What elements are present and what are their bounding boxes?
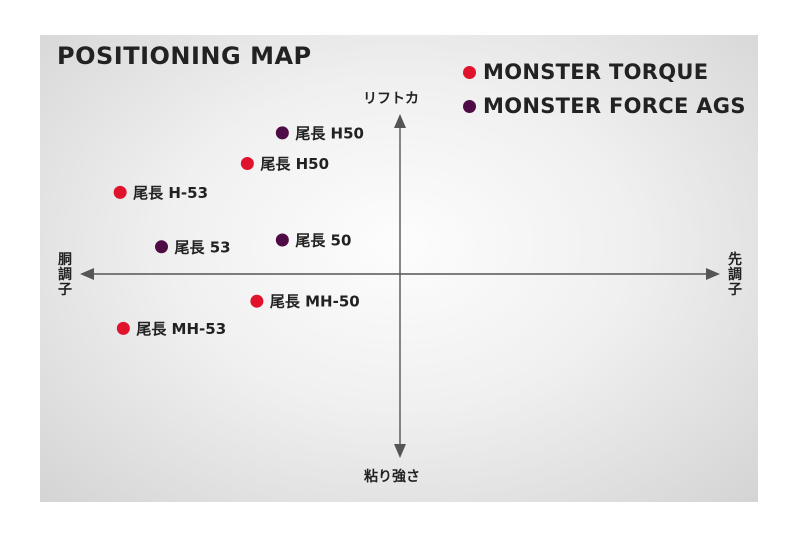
point-s0-p2 xyxy=(250,294,264,308)
point-label-s0-p0: 尾長 H50 xyxy=(260,155,329,173)
y-axis-arrow-top xyxy=(394,114,406,128)
point-label-s1-p2: 尾長 50 xyxy=(295,232,351,250)
legend-marker-torque xyxy=(463,65,476,79)
point-s0-p0 xyxy=(240,157,254,170)
legend-item-torque: MONSTER TORQUE xyxy=(463,55,746,89)
legend-marker-force-ags xyxy=(463,99,476,113)
point-label-s0-p3: 尾長 MH-53 xyxy=(136,320,226,338)
axis-label-right: 先調子 xyxy=(728,252,742,298)
axis-label-bottom: 粘り強さ xyxy=(364,469,420,485)
point-label-s1-p0: 尾長 H50 xyxy=(295,124,364,142)
chart-panel xyxy=(40,35,758,502)
x-axis-arrow-right xyxy=(706,268,720,280)
point-s0-p1 xyxy=(113,185,127,199)
legend-item-force-ags: MONSTER FORCE AGS xyxy=(463,89,746,123)
axis-label-top: リフトカ xyxy=(363,91,419,107)
point-label-s0-p2: 尾長 MH-50 xyxy=(270,293,360,311)
point-s0-p3 xyxy=(116,321,130,335)
x-axis-arrow-left xyxy=(80,268,94,280)
point-s1-p1 xyxy=(155,240,168,254)
point-label-s1-p1: 尾長 53 xyxy=(175,238,231,256)
chart-title: POSITIONING MAP xyxy=(57,42,312,70)
legend: MONSTER TORQUE MONSTER FORCE AGS xyxy=(463,55,746,123)
legend-label-torque: MONSTER TORQUE xyxy=(483,60,709,84)
legend-label-force-ags: MONSTER FORCE AGS xyxy=(483,94,746,118)
axis-label-left: 胴調子 xyxy=(58,252,72,298)
point-s1-p2 xyxy=(275,233,289,247)
y-axis-arrow-bottom xyxy=(394,444,406,458)
point-label-s0-p1: 尾長 H-53 xyxy=(133,184,208,202)
point-s1-p0 xyxy=(275,126,289,140)
